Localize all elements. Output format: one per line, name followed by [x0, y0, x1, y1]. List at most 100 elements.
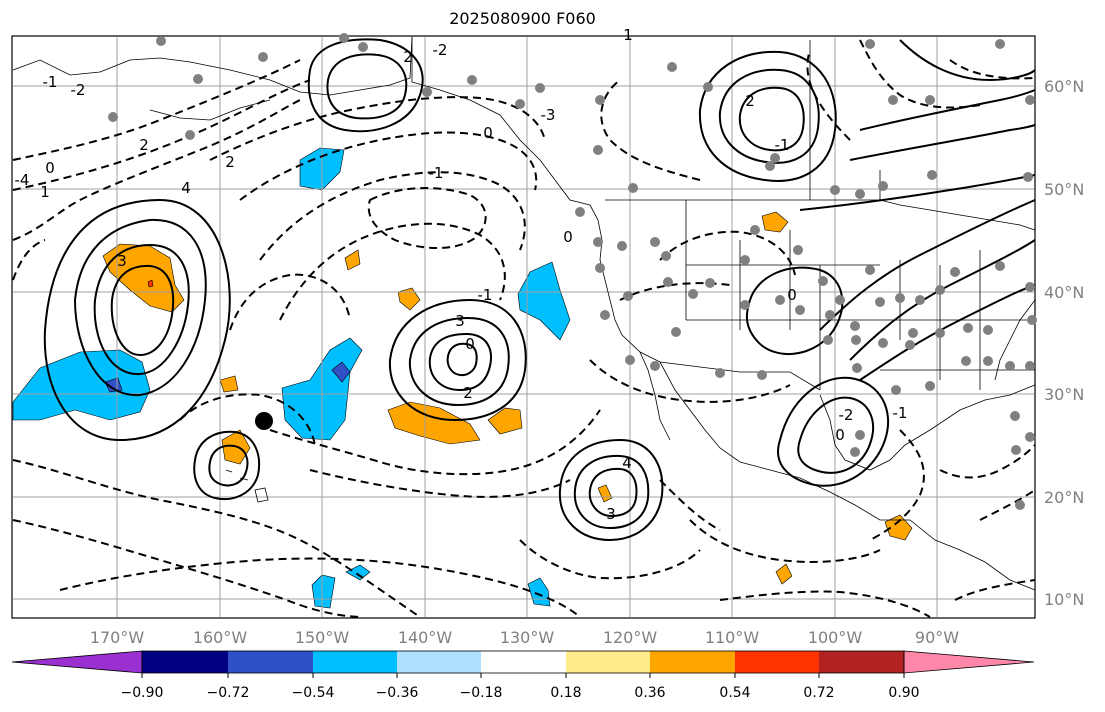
coastline — [411, 37, 591, 206]
station-dot — [915, 295, 925, 305]
contour-solid — [558, 438, 664, 542]
shaded-region — [775, 563, 793, 585]
station-dot — [905, 340, 915, 350]
station-dot — [850, 321, 860, 331]
station-dot — [625, 355, 635, 365]
contour-label: -1 — [478, 286, 493, 304]
station-dot — [617, 241, 627, 251]
station-dot — [935, 328, 945, 338]
colorbar-label: −0.90 — [121, 685, 164, 701]
contour-dashed — [229, 273, 351, 331]
station-dot — [983, 356, 993, 366]
colorbar-segment — [313, 651, 397, 673]
shaded-region — [397, 287, 421, 311]
contour-lines — [12, 38, 1036, 618]
station-dot — [865, 39, 875, 49]
contour-dashed — [12, 239, 46, 281]
contour-solid — [388, 298, 527, 422]
station-dot — [593, 237, 603, 247]
station-dot — [961, 356, 971, 366]
station-dot — [422, 87, 432, 97]
station-dot — [740, 255, 750, 265]
station-dot — [750, 225, 760, 235]
lon-tick-label: 170°W — [90, 628, 145, 647]
station-dot — [830, 185, 840, 195]
station-dot — [825, 310, 835, 320]
shaded-region — [147, 279, 154, 288]
contour-label: 0 — [45, 159, 55, 177]
shaded-region — [387, 401, 481, 445]
contour-solid — [307, 38, 424, 133]
station-dot — [855, 189, 865, 199]
contour-solid — [73, 218, 207, 397]
contour-label: -1 — [43, 73, 58, 91]
coastline — [819, 384, 1036, 471]
shaded-region — [219, 375, 239, 393]
contour-label: -1 — [775, 136, 790, 154]
map-frame — [11, 35, 1036, 619]
contour-label: 1 — [40, 183, 50, 201]
lat-tick-label: 60°N — [1044, 77, 1084, 96]
contour-solid — [428, 332, 492, 392]
coastline — [225, 469, 233, 473]
colorbar-segment — [650, 651, 735, 673]
contour-dashed — [12, 99, 301, 241]
station-dot — [850, 447, 860, 457]
contour-label: 4 — [181, 179, 191, 197]
station-dot — [983, 325, 993, 335]
colorbar-outline — [141, 650, 905, 674]
colorbar-segment — [228, 651, 313, 673]
station-dot — [535, 83, 545, 93]
contour-label: 2 — [225, 153, 235, 171]
station-dot — [156, 36, 166, 46]
station-dot — [185, 130, 195, 140]
contour-dashed — [979, 489, 1036, 521]
contour-dashed — [12, 519, 361, 618]
colorbar-label: −0.54 — [292, 685, 335, 701]
station-dot — [650, 237, 660, 247]
contour-dashed — [179, 393, 316, 446]
contour-solid — [777, 376, 890, 487]
station-dot — [1015, 500, 1025, 510]
station-dot — [851, 335, 861, 345]
station-dot — [908, 328, 918, 338]
station-dot — [865, 265, 875, 275]
shaded-region — [311, 574, 336, 609]
colorbar-segment — [735, 651, 819, 673]
contour-solid — [446, 342, 478, 377]
contour-label: -1 — [893, 404, 908, 422]
contour-label: 2 — [403, 48, 413, 66]
lon-tick-label: 140°W — [398, 628, 453, 647]
station-dot — [878, 338, 888, 348]
station-dot — [925, 95, 935, 105]
contour-label: 0 — [787, 286, 797, 304]
colorbar — [11, 650, 1035, 674]
contour-dashed — [949, 59, 1036, 80]
station-dot — [888, 95, 898, 105]
station-dot — [1005, 361, 1015, 371]
coastline — [239, 477, 249, 481]
colorbar-label: 0.90 — [888, 685, 919, 701]
lon-tick-label: 110°W — [705, 628, 760, 647]
contour-dashed — [806, 49, 851, 141]
lat-tick-label: 20°N — [1044, 488, 1084, 507]
station-dot — [795, 305, 805, 315]
lon-tick-label: 130°W — [500, 628, 555, 647]
coastline — [639, 351, 671, 441]
coastline — [589, 204, 661, 363]
colorbar-segment — [566, 651, 650, 673]
contour-dashed — [589, 359, 791, 403]
station-dot — [623, 291, 633, 301]
lat-tick-label: 40°N — [1044, 283, 1084, 302]
contour-solid — [43, 198, 231, 442]
station-dot — [628, 183, 638, 193]
colorbar-segment — [397, 651, 481, 673]
contour-dashed — [269, 409, 601, 476]
contour-dashed — [309, 469, 571, 498]
station-dot — [740, 300, 750, 310]
contour-label: 0 — [563, 228, 573, 246]
contour-dashed — [209, 96, 546, 161]
station-dot — [467, 75, 477, 85]
colorbar-label: 0.18 — [550, 685, 581, 701]
longitude-labels: 170°W 160°W 150°W 140°W 130°W 120°W 110°W 100°W… — [90, 628, 959, 647]
